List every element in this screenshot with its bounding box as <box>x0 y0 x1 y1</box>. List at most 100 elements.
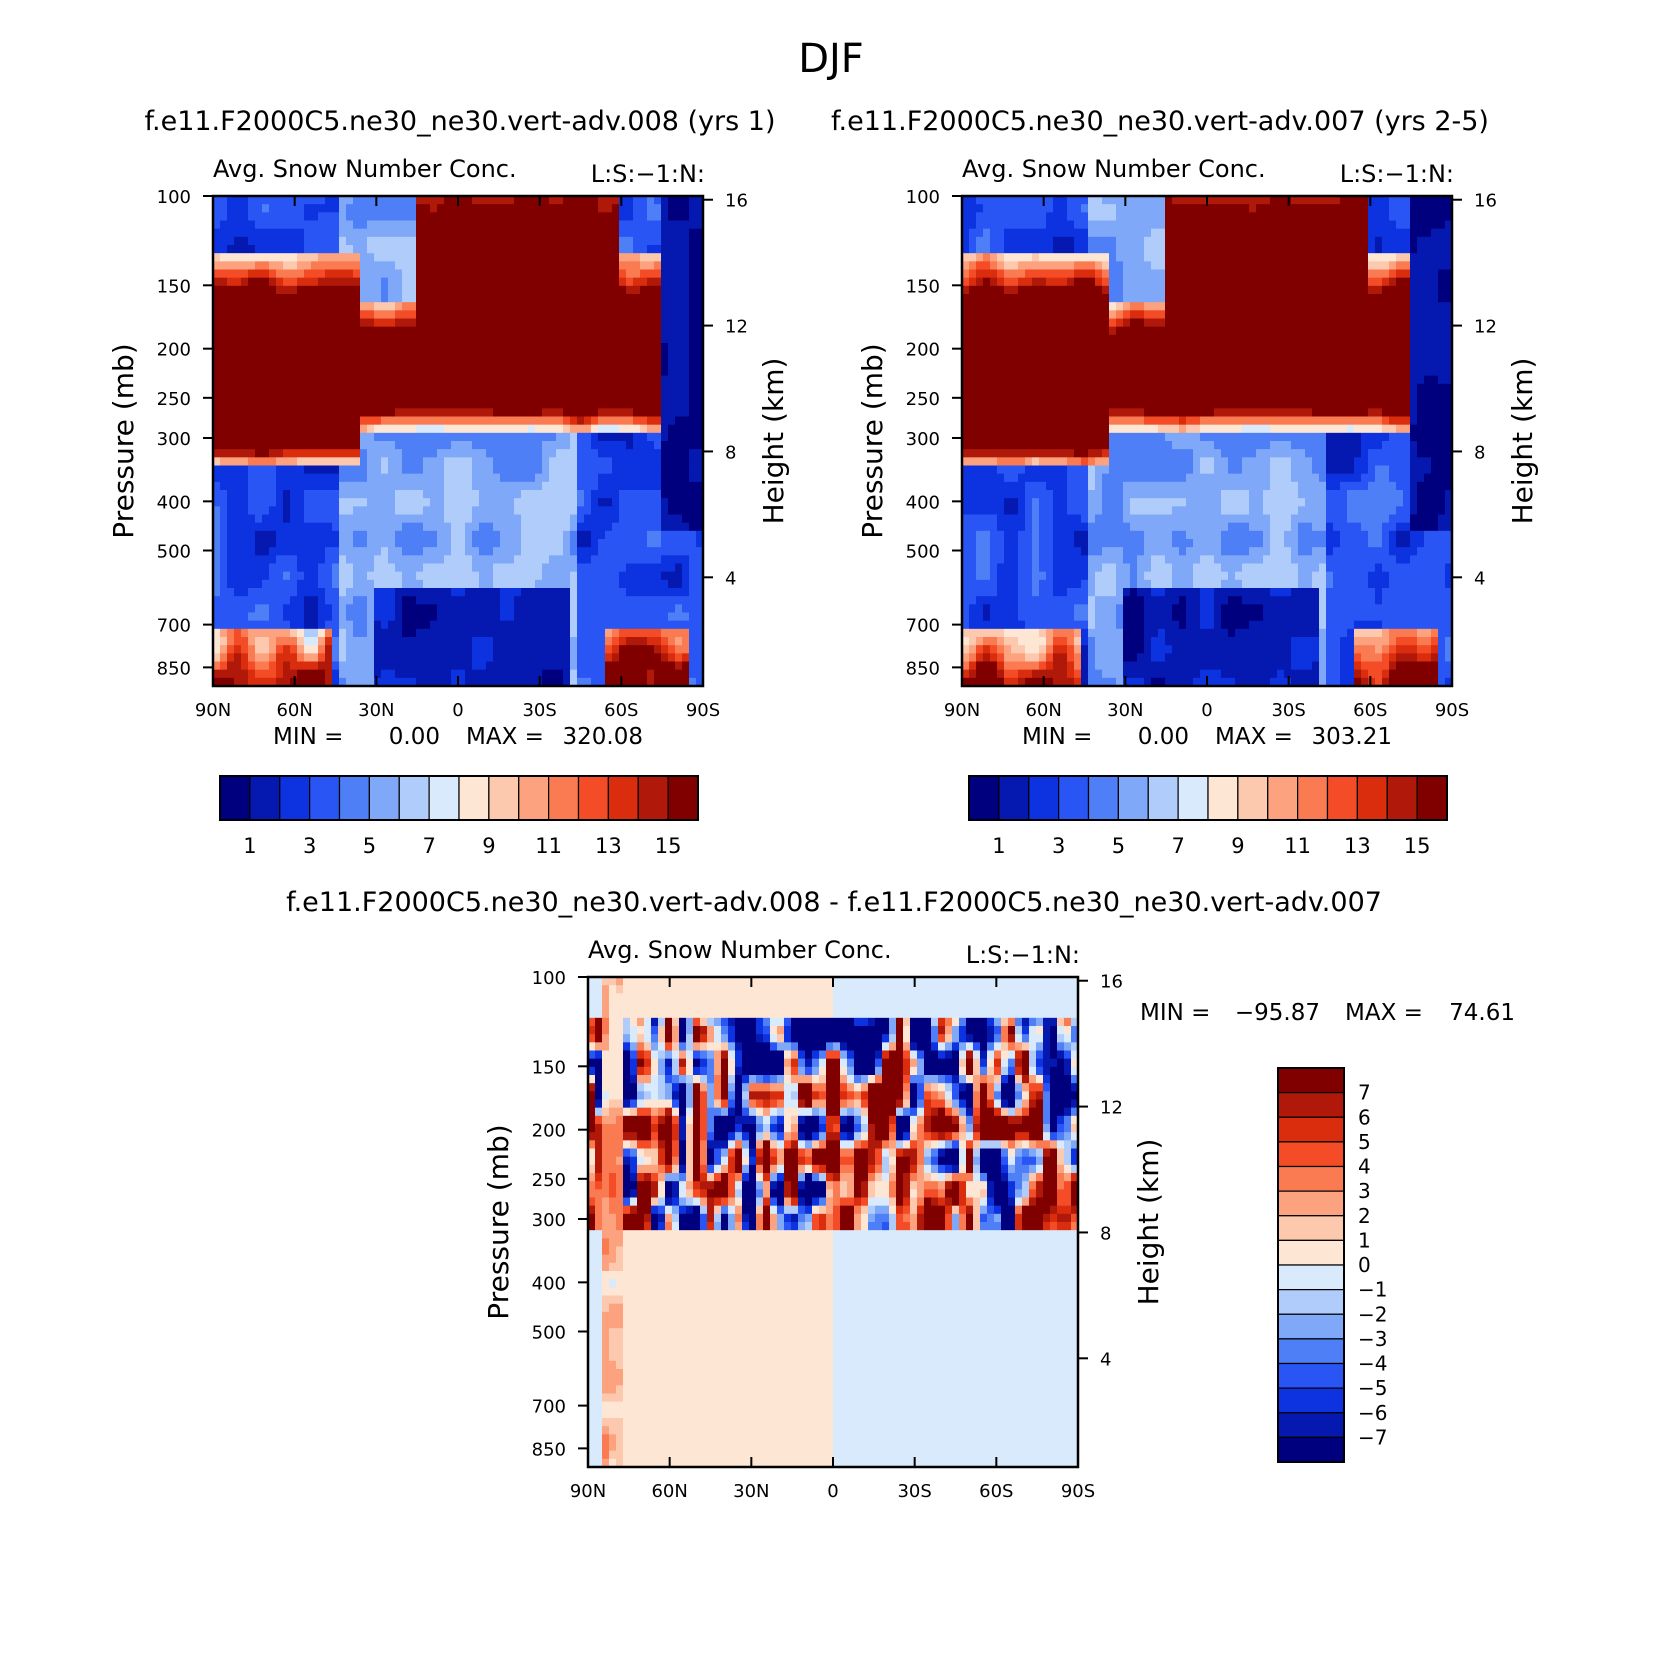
heatmap-cell <box>598 294 606 303</box>
heatmap-cell <box>976 310 984 320</box>
heatmap-cell <box>521 228 529 238</box>
heatmap-cell <box>290 294 298 303</box>
heatmap-cell <box>605 661 613 671</box>
heatmap-cell <box>962 367 970 377</box>
heatmap-cell <box>654 212 662 222</box>
heatmap-cell <box>500 579 508 589</box>
heatmap-cell <box>682 424 690 434</box>
heatmap-cell <box>1032 383 1040 393</box>
heatmap-cell <box>535 530 543 540</box>
heatmap-cell <box>654 506 662 516</box>
heatmap-cell <box>661 661 669 671</box>
heatmap-cell <box>1018 375 1026 385</box>
heatmap-cell <box>276 392 284 401</box>
heatmap-cell <box>626 506 634 516</box>
heatmap-cell <box>549 228 557 238</box>
heatmap-cell <box>479 449 487 458</box>
heatmap-cell <box>346 620 354 630</box>
heatmap-cell <box>220 359 228 369</box>
heatmap-cell <box>465 351 473 360</box>
heatmap-cell <box>619 498 627 507</box>
heatmap-cell <box>444 506 452 516</box>
heatmap-cell <box>1018 571 1026 581</box>
heatmap-cell <box>1039 277 1047 287</box>
heatmap-cell <box>269 571 277 581</box>
heatmap-cell <box>570 326 578 336</box>
heatmap-cell <box>458 212 466 222</box>
heatmap-cell <box>381 539 389 548</box>
heatmap-cell <box>234 277 242 287</box>
heatmap-cell <box>416 522 424 532</box>
heatmap-cell <box>689 441 697 450</box>
heatmap-cell <box>437 416 445 426</box>
heatmap-cell <box>514 285 522 295</box>
heatmap-cell <box>976 563 984 573</box>
heatmap-cell <box>997 555 1005 565</box>
heatmap-cell <box>1004 579 1012 589</box>
heatmap-cell <box>465 628 473 638</box>
heatmap-cell <box>451 588 459 597</box>
heatmap-cell <box>388 669 396 679</box>
heatmap-cell <box>647 547 655 556</box>
heatmap-cell <box>360 620 368 630</box>
heatmap-cell <box>381 334 389 344</box>
heatmap-cell <box>360 334 368 344</box>
heatmap-cell <box>367 677 375 687</box>
heatmap-cell <box>682 449 690 458</box>
heatmap-cell <box>1018 514 1026 524</box>
heatmap-cell <box>318 375 326 385</box>
heatmap-cell <box>402 277 410 287</box>
heatmap-cell <box>514 449 522 458</box>
heatmap-cell <box>346 669 354 679</box>
heatmap-cell <box>430 506 438 516</box>
heatmap-cell <box>598 563 606 573</box>
heatmap-cell <box>479 269 487 279</box>
heatmap-cell <box>416 400 424 409</box>
heatmap-cell <box>437 669 445 679</box>
heatmap-cell <box>381 498 389 507</box>
heatmap-cell <box>1004 196 1012 205</box>
heatmap-cell <box>437 432 445 442</box>
heatmap-cell <box>297 236 305 246</box>
heatmap-cell <box>675 285 683 295</box>
heatmap-cell <box>290 261 298 271</box>
heatmap-cell <box>255 318 263 328</box>
heatmap-cell <box>241 228 249 238</box>
heatmap-cell <box>339 620 347 630</box>
heatmap-cell <box>640 408 648 418</box>
heatmap-cell <box>325 669 333 679</box>
heatmap-cell <box>570 196 578 205</box>
heatmap-cell <box>486 637 494 646</box>
heatmap-cell <box>395 392 403 401</box>
heatmap-cell <box>577 326 585 336</box>
heatmap-cell <box>416 514 424 524</box>
heatmap-cell <box>598 506 606 516</box>
heatmap-cell <box>388 383 396 393</box>
heatmap-cell <box>675 302 683 311</box>
heatmap-cell <box>248 579 256 589</box>
heatmap-cell <box>241 465 249 475</box>
heatmap-cell <box>248 310 256 320</box>
heatmap-cell <box>535 653 543 663</box>
heatmap-cell <box>598 269 606 279</box>
heatmap-cell <box>374 669 382 679</box>
heatmap-cell <box>577 669 585 679</box>
heatmap-cell <box>423 669 431 679</box>
heatmap-cell <box>675 318 683 328</box>
heatmap-cell <box>570 359 578 369</box>
heatmap-cell <box>213 506 221 516</box>
heatmap-cell <box>598 375 606 385</box>
heatmap-cell <box>381 563 389 573</box>
heatmap-cell <box>542 400 550 409</box>
heatmap-cell <box>1004 628 1012 638</box>
heatmap-cell <box>346 449 354 458</box>
heatmap-cell <box>423 285 431 295</box>
heatmap-cell <box>696 473 704 483</box>
heatmap-cell <box>262 383 270 393</box>
heatmap-cell <box>367 596 375 605</box>
heatmap-cell <box>577 465 585 475</box>
heatmap-cell <box>584 220 592 230</box>
heatmap-cell <box>997 539 1005 548</box>
heatmap-cell <box>332 514 340 524</box>
heatmap-cell <box>332 604 340 614</box>
